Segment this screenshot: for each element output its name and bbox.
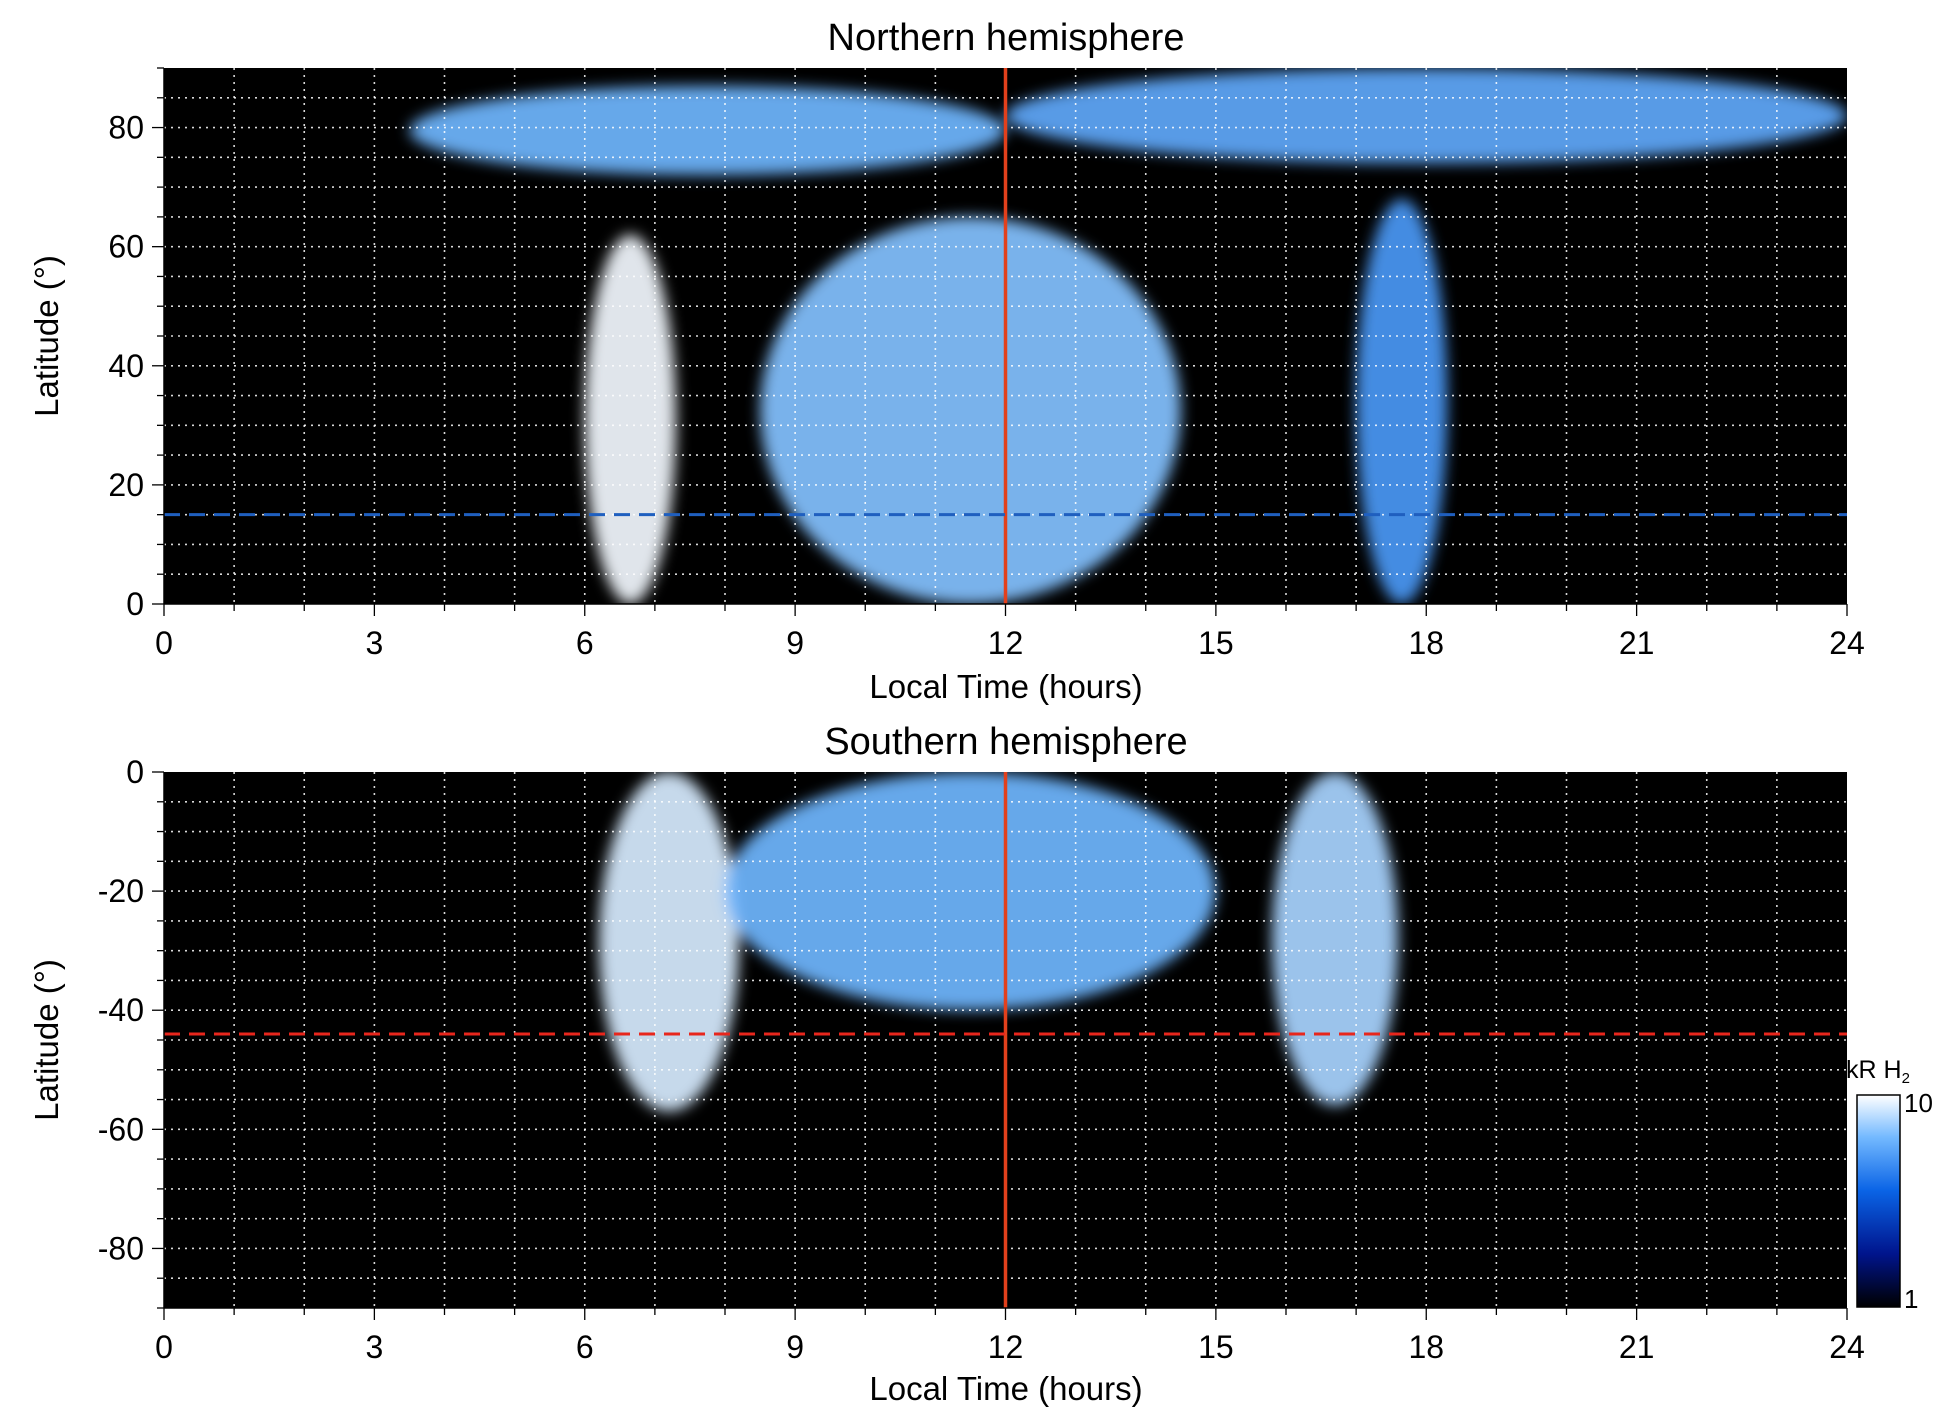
colorbar-gradient (1856, 1094, 1901, 1308)
x-tick-label: 0 (155, 625, 173, 661)
y-tick-label: 0 (126, 754, 144, 790)
x-tick-label: 9 (786, 625, 804, 661)
x-axis-label: Local Time (hours) (869, 1370, 1142, 1407)
y-tick-label: -60 (98, 1111, 144, 1147)
y-tick-label: 80 (108, 110, 144, 146)
aurora-features (598, 772, 1399, 1112)
y-tick-label: 60 (108, 229, 144, 265)
panel-title: Southern hemisphere (824, 721, 1187, 763)
x-tick-label: 18 (1408, 1329, 1444, 1365)
reference-lines (164, 68, 1847, 604)
x-tick-label: 18 (1408, 625, 1444, 661)
y-axis-label: Latitude (°) (28, 255, 65, 417)
y-axis-label: Latitude (°) (28, 959, 65, 1121)
feature-noon-patches (760, 216, 1181, 604)
x-axis: 0 3 6 9 12 15 18 21 24 (155, 603, 1865, 661)
y-tick-label: 40 (108, 348, 144, 384)
y-axis: 0 20 40 60 80 (108, 67, 165, 622)
feature-dawn-band (584, 234, 676, 604)
feature-polar-arc-west (409, 85, 1006, 176)
x-tick-label: 15 (1198, 625, 1234, 661)
colorbar-label: kR H2 (1846, 1056, 1910, 1087)
colorbar-min-label: 1 (1904, 1284, 1918, 1314)
y-tick-label: -40 (98, 992, 144, 1028)
x-tick-label: 6 (576, 625, 594, 661)
colorbar-max-label: 10 (1904, 1088, 1933, 1118)
x-tick-label: 21 (1619, 625, 1655, 661)
panel-title: Northern hemisphere (828, 17, 1185, 59)
northern-panel: Northern hemisphere 0 3 6 9 12 15 18 21 24 0 20 40… (28, 17, 1865, 705)
x-tick-label: 3 (365, 625, 383, 661)
feature-dusk-band (1356, 199, 1448, 604)
x-axis: 0 3 6 9 12 15 18 21 24 (155, 1307, 1865, 1365)
colorbar: kR H2 10 1 (1846, 1056, 1933, 1314)
y-tick-label: -80 (98, 1230, 144, 1266)
x-axis-label: Local Time (hours) (869, 668, 1142, 705)
x-tick-label: 12 (988, 625, 1024, 661)
y-tick-label: 0 (126, 586, 144, 622)
x-tick-label: 15 (1198, 1329, 1234, 1365)
x-tick-label: 0 (155, 1329, 173, 1365)
x-tick-label: 9 (786, 1329, 804, 1365)
x-tick-label: 6 (576, 1329, 594, 1365)
reference-lines (164, 772, 1847, 1308)
x-tick-label: 12 (988, 1329, 1024, 1365)
feature-dusk-band (1271, 772, 1399, 1106)
y-tick-label: -20 (98, 873, 144, 909)
y-axis: 0 -20 -40 -60 -80 (98, 754, 165, 1309)
x-tick-label: 3 (365, 1329, 383, 1365)
feature-dawn-band (598, 772, 740, 1112)
x-tick-label: 24 (1829, 1329, 1865, 1365)
southern-panel: Southern hemisphere 0 3 6 9 12 15 18 21 24 0 -20 -… (28, 721, 1865, 1407)
x-tick-label: 21 (1619, 1329, 1655, 1365)
x-tick-label: 24 (1829, 625, 1865, 661)
y-tick-label: 20 (108, 467, 144, 503)
